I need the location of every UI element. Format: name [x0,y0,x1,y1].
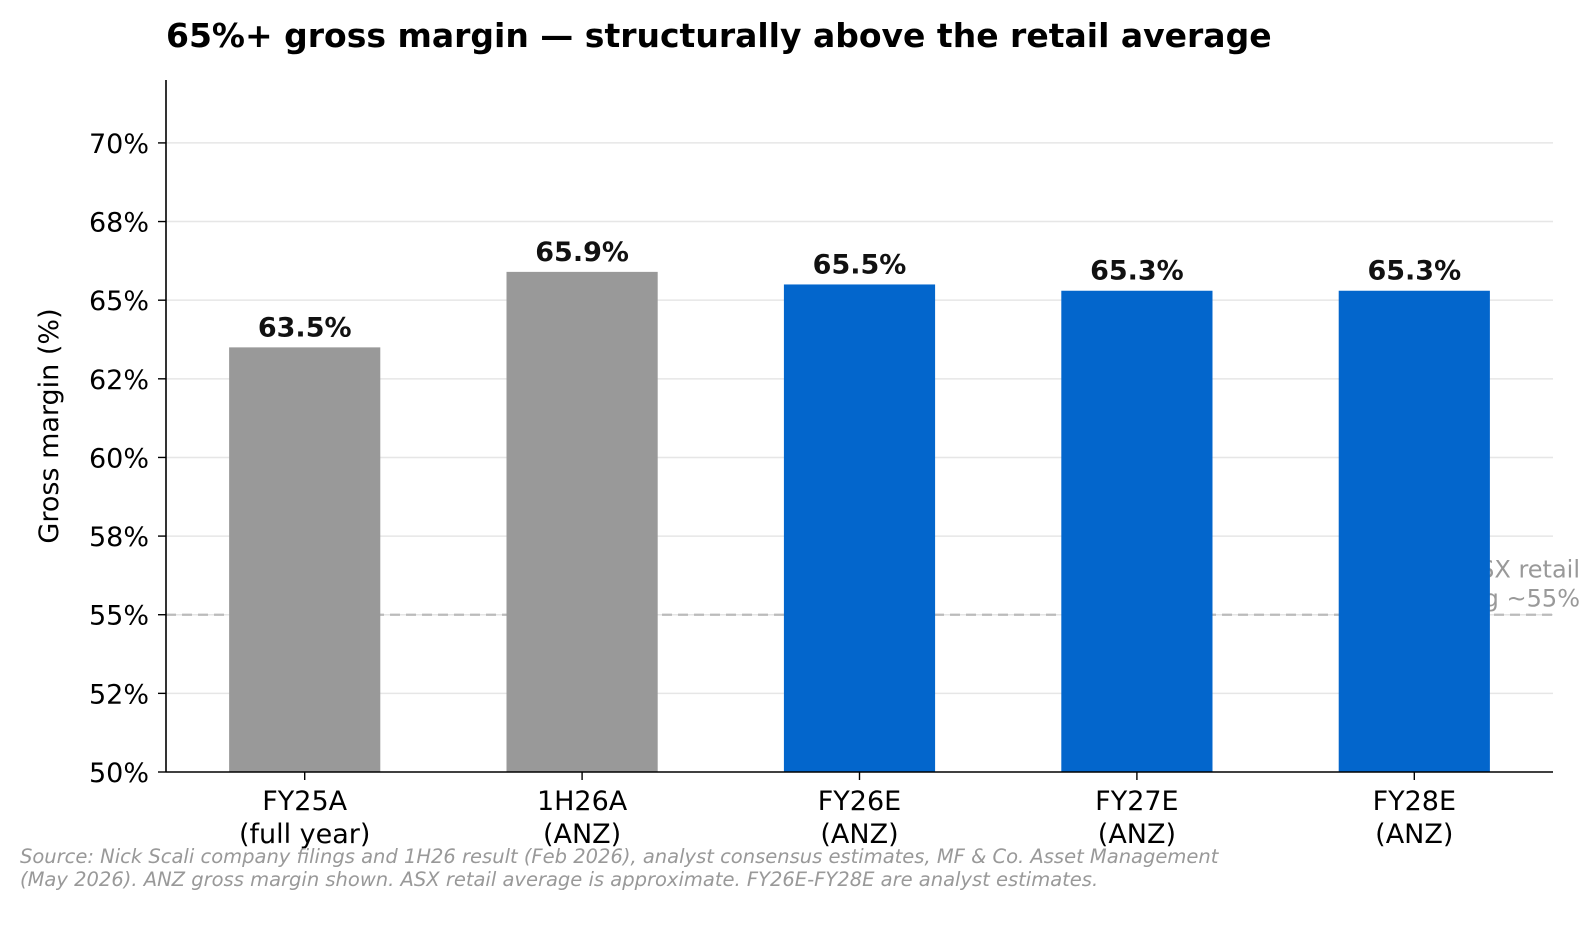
data-labels: 63.5% 65.9% 65.5% 65.3% 65.3% [258,237,1461,343]
x-tick-label-line: (ANZ) [820,819,898,850]
chart-title: 65%+ gross margin — structurally above t… [166,16,1272,55]
x-tick-label: 1H26A (ANZ) [537,786,628,850]
y-tick-label: 60% [89,443,149,474]
y-tick-label: 68% [89,208,149,239]
y-tick-label: 55% [89,601,149,632]
y-ticks: 50% 52% 55% 58% 60% 62% 65% 68% 70% [89,129,166,789]
y-tick-label: 65% [89,286,149,317]
y-tick-label: 58% [89,522,149,553]
x-tick-label-line: FY28E [1373,786,1456,817]
y-tick-label: 50% [89,758,149,789]
bar [1338,290,1490,772]
x-tick-label-line: 1H26A [537,786,628,817]
bar [229,347,381,772]
x-tick-label: FY25A (full year) [239,786,371,850]
x-ticks: FY25A (full year)1H26A (ANZ)FY26E (ANZ)FY27… [239,772,1456,850]
bars [229,271,1490,772]
data-label: 65.5% [813,249,907,280]
x-tick-label-line: (ANZ) [1375,819,1453,850]
data-label: 65.3% [1090,256,1184,287]
x-tick-label-line: FY25A [262,786,347,817]
y-tick-label: 62% [89,365,149,396]
y-tick-label: 70% [89,129,149,160]
data-label: 63.5% [258,312,352,343]
x-tick-label: FY28E (ANZ) [1373,786,1456,850]
y-axis-label: Gross margin (%) [34,308,65,543]
source-note: Source: Nick Scali company filings and 1… [20,845,1219,891]
data-label: 65.9% [535,237,629,268]
data-label: 65.3% [1367,256,1461,287]
x-tick-label-line: FY26E [818,786,901,817]
y-tick-label: 52% [89,679,149,710]
x-tick-label-line: (full year) [239,819,371,850]
bar [783,284,936,772]
x-tick-label-line: FY27E [1095,786,1178,817]
x-tick-label-line: (ANZ) [1098,819,1176,850]
x-tick-label: FY26E (ANZ) [818,786,901,850]
bar [506,271,658,772]
bar [1061,290,1213,772]
x-tick-label-line: (ANZ) [543,819,621,850]
x-tick-label: FY27E (ANZ) [1095,786,1178,850]
